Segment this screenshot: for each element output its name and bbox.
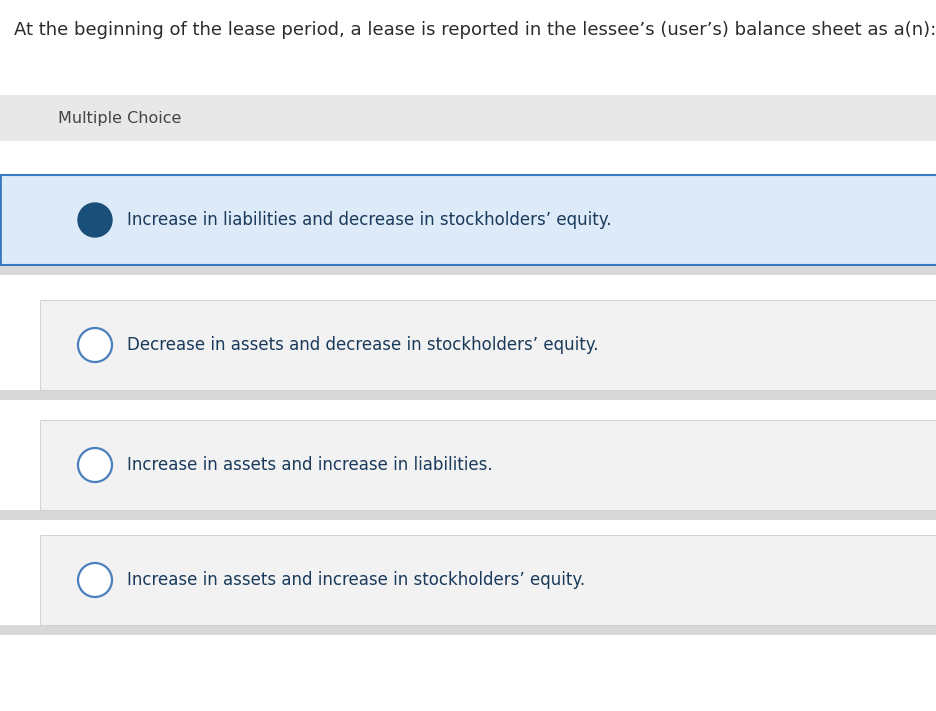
- Text: Decrease in assets and decrease in stockholders’ equity.: Decrease in assets and decrease in stock…: [127, 336, 598, 354]
- Text: Increase in assets and increase in stockholders’ equity.: Increase in assets and increase in stock…: [127, 571, 585, 589]
- Text: Multiple Choice: Multiple Choice: [58, 110, 182, 126]
- Bar: [0, 510, 936, 520]
- Bar: [40, 420, 936, 510]
- Text: Increase in assets and increase in liabilities.: Increase in assets and increase in liabi…: [127, 456, 492, 474]
- Circle shape: [78, 203, 112, 237]
- Bar: [40, 300, 936, 390]
- Bar: [0, 390, 936, 400]
- Bar: [0, 625, 936, 635]
- Bar: [40, 535, 936, 625]
- Bar: [0, 265, 936, 275]
- Text: At the beginning of the lease period, a lease is reported in the lessee’s (user’: At the beginning of the lease period, a …: [14, 21, 936, 39]
- Circle shape: [78, 448, 112, 482]
- Text: Increase in liabilities and decrease in stockholders’ equity.: Increase in liabilities and decrease in …: [127, 211, 611, 229]
- Circle shape: [78, 563, 112, 597]
- Bar: [0, 95, 936, 141]
- Bar: [0, 175, 936, 265]
- Circle shape: [78, 328, 112, 362]
